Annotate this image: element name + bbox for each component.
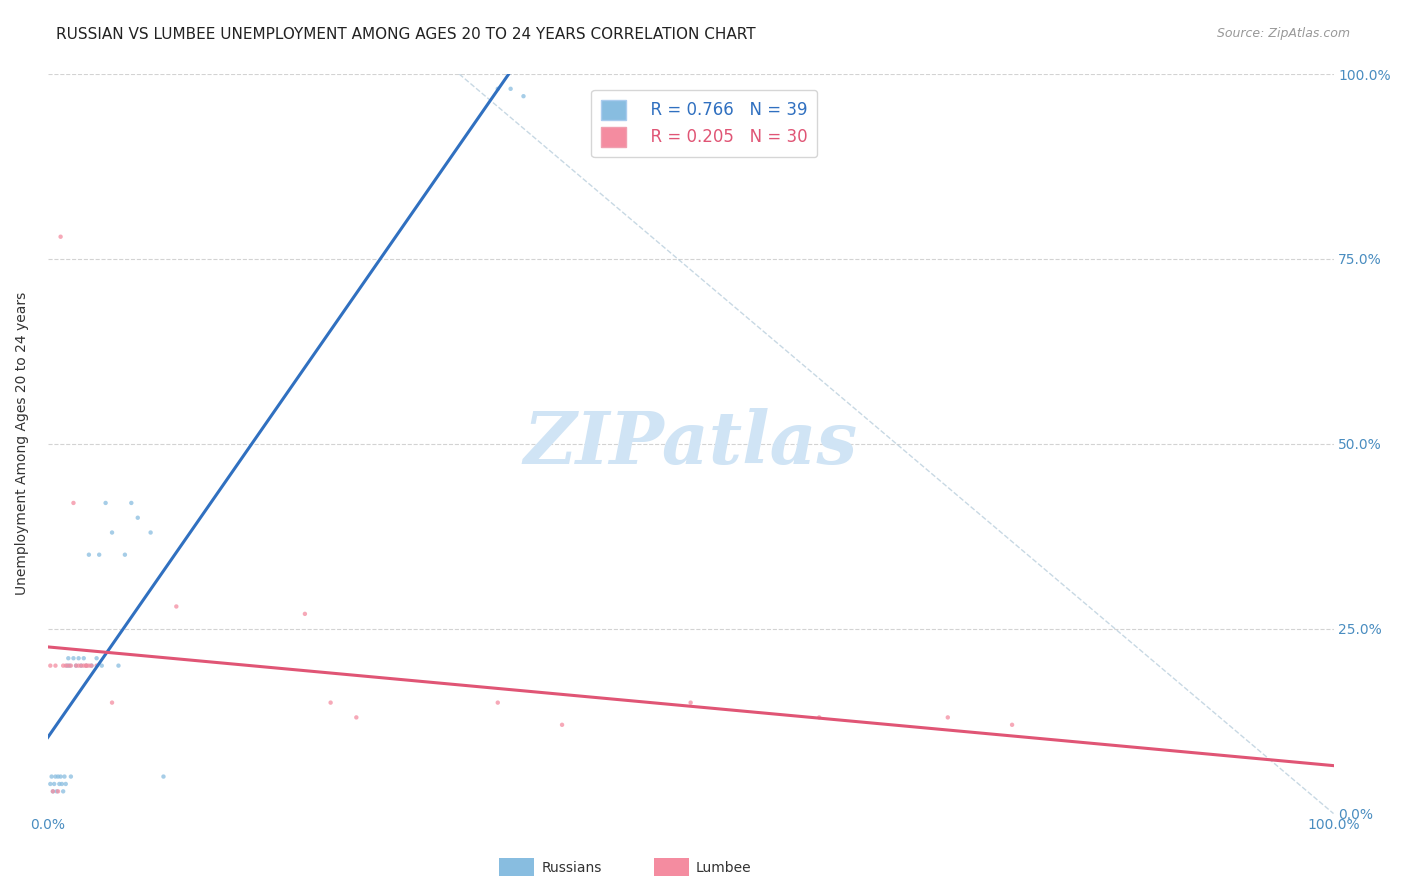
Point <box>65 658 87 673</box>
Point <box>499 82 522 96</box>
Text: Source: ZipAtlas.com: Source: ZipAtlas.com <box>1216 27 1350 40</box>
Point <box>53 770 76 784</box>
Point <box>55 658 77 673</box>
Point <box>75 658 97 673</box>
Point <box>77 658 100 673</box>
Point <box>80 658 103 673</box>
Point <box>319 696 342 710</box>
Point <box>512 89 534 103</box>
Point <box>80 658 103 673</box>
Point <box>679 696 702 710</box>
Point <box>51 777 73 791</box>
Point <box>165 599 187 614</box>
Point <box>41 770 63 784</box>
Point <box>808 710 831 724</box>
Point <box>65 658 87 673</box>
Point <box>73 651 96 665</box>
Point <box>67 651 90 665</box>
Point <box>62 496 84 510</box>
Point <box>551 718 574 732</box>
Point <box>120 496 142 510</box>
Point <box>139 525 162 540</box>
Point <box>49 229 72 244</box>
Point <box>39 658 62 673</box>
Point <box>46 784 69 798</box>
Point <box>59 770 82 784</box>
Point <box>49 770 72 784</box>
Point <box>44 777 66 791</box>
Point <box>127 510 149 524</box>
Point <box>486 82 509 96</box>
Point <box>56 658 79 673</box>
Point <box>1001 718 1024 732</box>
Text: Lumbee: Lumbee <box>696 861 752 875</box>
Point <box>86 658 108 673</box>
Text: ZIPatlas: ZIPatlas <box>523 409 858 479</box>
Legend:   R = 0.766   N = 39,   R = 0.205   N = 30: R = 0.766 N = 39, R = 0.205 N = 30 <box>592 90 817 157</box>
Point <box>86 651 108 665</box>
Point <box>936 710 959 724</box>
Point <box>73 658 96 673</box>
Point <box>94 496 117 510</box>
Point <box>70 658 93 673</box>
Point <box>42 784 65 798</box>
Point <box>77 548 100 562</box>
Point <box>89 548 111 562</box>
Point <box>101 525 124 540</box>
Point <box>75 658 97 673</box>
Point <box>46 770 69 784</box>
Point <box>62 651 84 665</box>
Text: RUSSIAN VS LUMBEE UNEMPLOYMENT AMONG AGES 20 TO 24 YEARS CORRELATION CHART: RUSSIAN VS LUMBEE UNEMPLOYMENT AMONG AGE… <box>56 27 756 42</box>
Point <box>59 658 82 673</box>
Point <box>114 548 136 562</box>
Point <box>152 770 174 784</box>
Point <box>55 777 77 791</box>
Point <box>39 777 62 791</box>
Point <box>52 658 75 673</box>
Point <box>90 658 112 673</box>
Point <box>44 770 66 784</box>
Point <box>107 658 129 673</box>
Text: Russians: Russians <box>541 861 602 875</box>
Point <box>45 784 67 798</box>
Point <box>52 784 75 798</box>
Point <box>344 710 367 724</box>
Point <box>101 696 124 710</box>
Point <box>48 777 70 791</box>
Point <box>58 651 80 665</box>
Point <box>75 658 97 673</box>
Point <box>294 607 316 621</box>
Point <box>44 658 66 673</box>
Point <box>58 658 80 673</box>
Point <box>70 658 93 673</box>
Point <box>42 784 65 798</box>
Point <box>67 658 90 673</box>
Point <box>486 696 509 710</box>
Y-axis label: Unemployment Among Ages 20 to 24 years: Unemployment Among Ages 20 to 24 years <box>15 293 30 595</box>
Point <box>59 658 82 673</box>
